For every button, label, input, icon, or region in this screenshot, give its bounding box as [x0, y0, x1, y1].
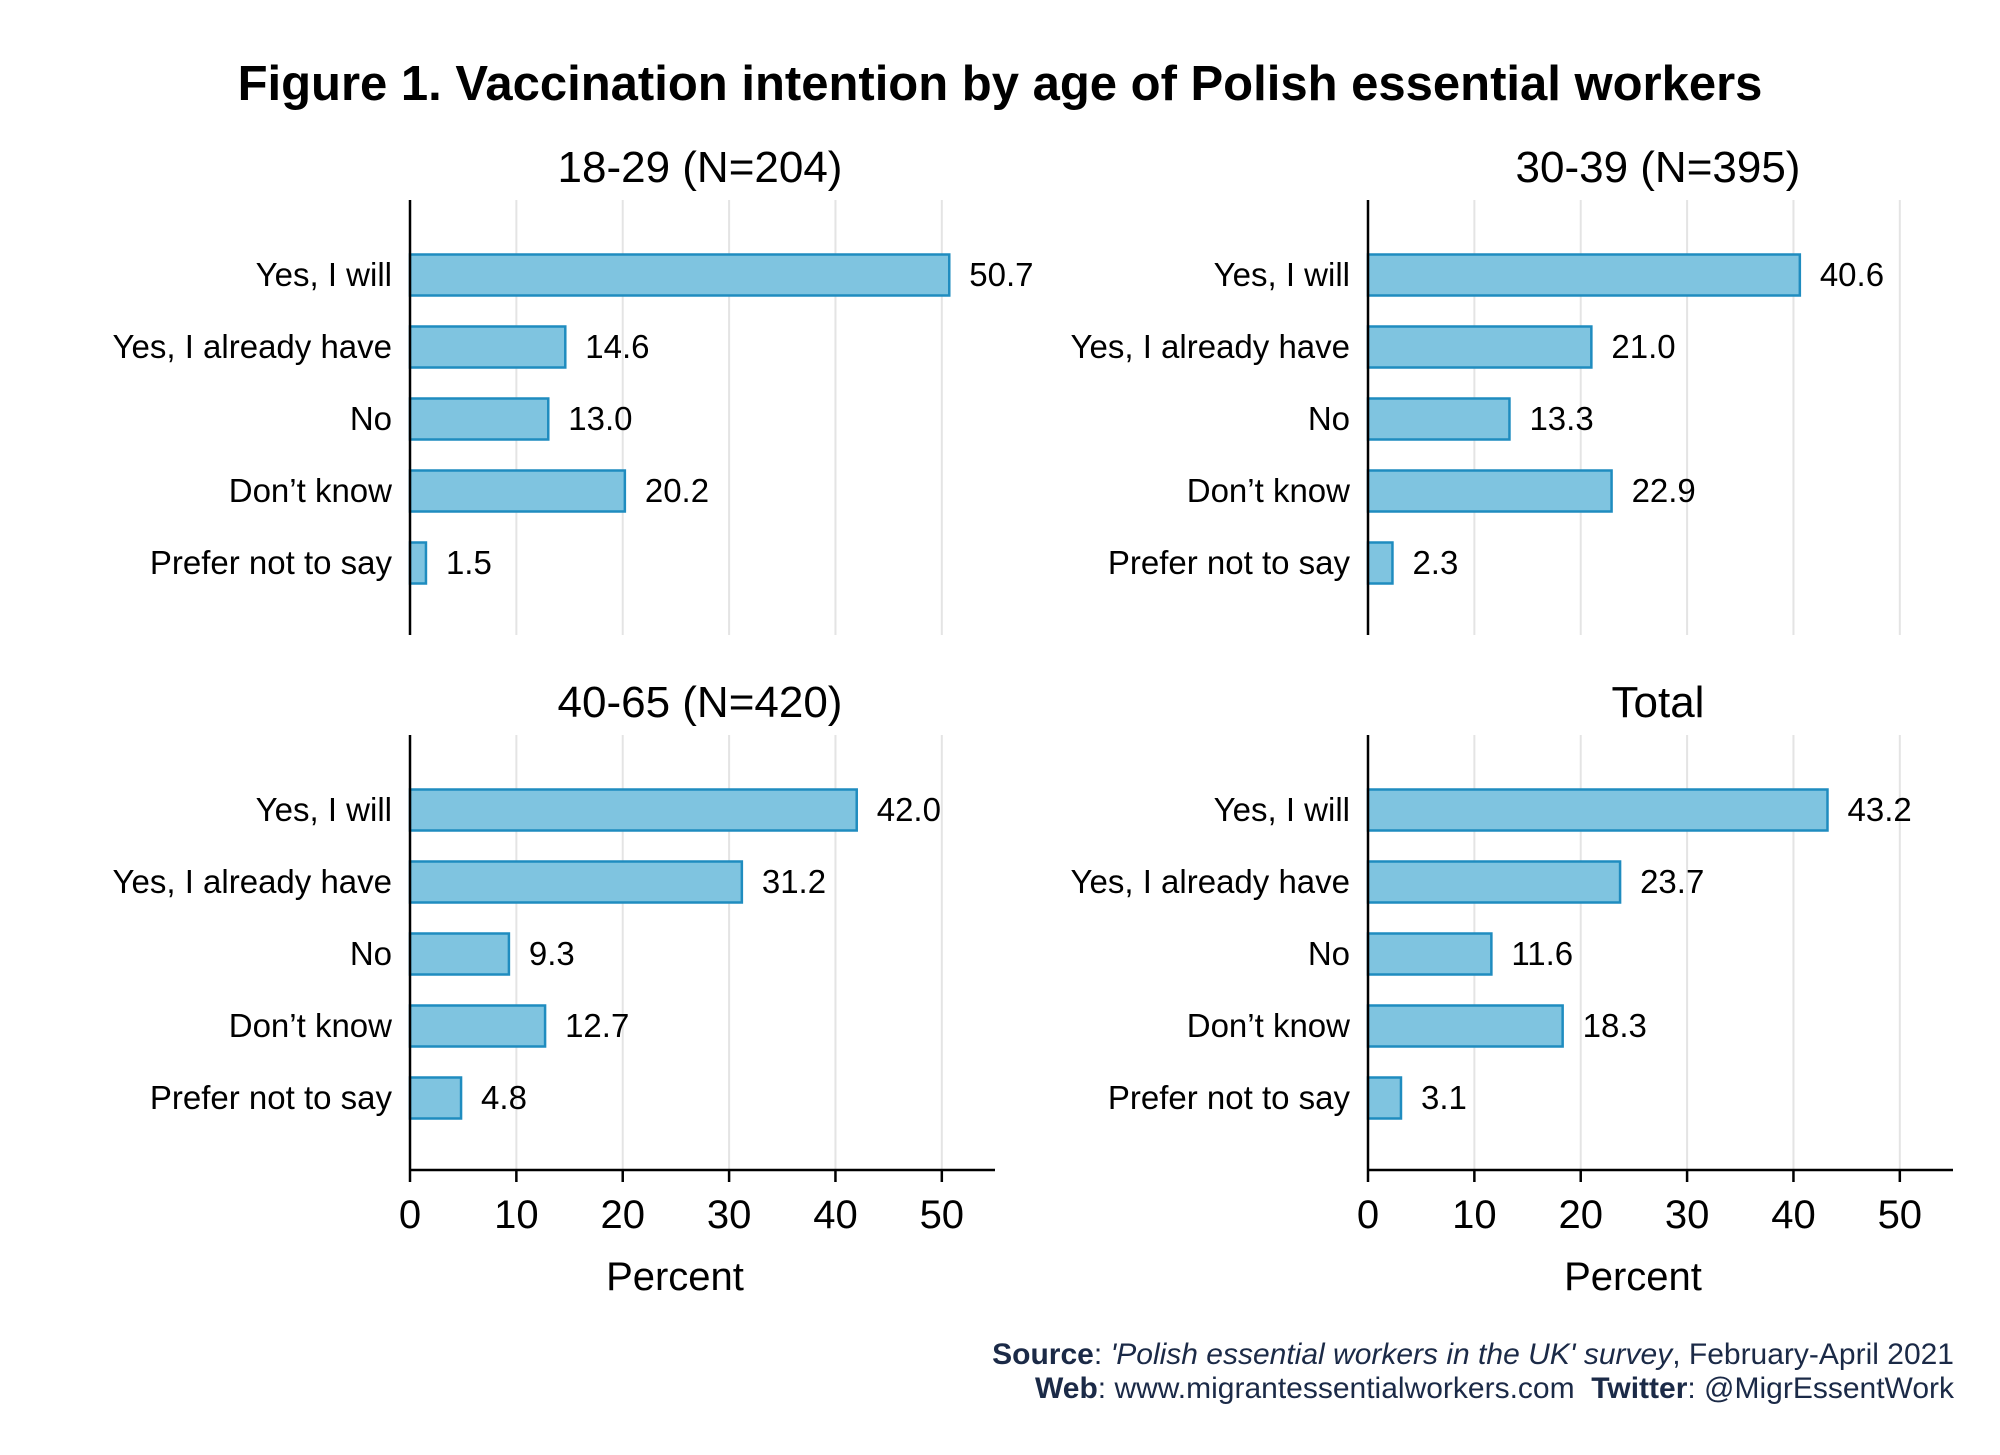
category-label: Don’t know [229, 1007, 392, 1044]
web-value: : www.migrantessentialworkers.com [1097, 1372, 1575, 1405]
data-label: 2.3 [1412, 544, 1458, 581]
data-label: 11.6 [1511, 935, 1573, 972]
bar [1366, 1076, 1403, 1120]
category-label: Yes, I will [256, 791, 392, 828]
x-tick-label: 20 [600, 1193, 645, 1237]
category-label: Yes, I already have [113, 863, 392, 900]
panel-title: 18-29 (N=204) [558, 143, 843, 192]
x-tick-label: 50 [920, 1193, 965, 1237]
bar [408, 469, 627, 513]
category-label: Yes, I will [256, 256, 392, 293]
bar [1366, 932, 1493, 976]
data-label: 21.0 [1611, 328, 1675, 365]
category-label: Yes, I already have [1071, 863, 1350, 900]
data-label: 23.7 [1640, 863, 1704, 900]
bar [408, 1076, 463, 1120]
category-label: Prefer not to say [150, 544, 393, 581]
footer-source-line: Source: 'Polish essential workers in the… [992, 1338, 1954, 1371]
data-label: 3.1 [1421, 1079, 1467, 1116]
panel-title: Total [1612, 678, 1705, 727]
x-tick-label: 10 [494, 1193, 539, 1237]
twitter-value: : @MigrEssentWork [1687, 1372, 1954, 1405]
source-title: 'Polish essential workers in the UK' sur… [1110, 1338, 1673, 1371]
bar [1366, 469, 1613, 513]
bar [408, 932, 511, 976]
data-label: 4.8 [481, 1079, 527, 1116]
chart-panel-2: 30-39 (N=395) Yes, I will 40.6 Yes, I alrea… [1071, 143, 1901, 635]
category-label: No [350, 935, 392, 972]
twitter-label: Twitter [1591, 1372, 1688, 1405]
x-tick-label: 0 [1357, 1193, 1379, 1237]
chart-panel-4: Total Yes, I will 43.2 Yes, I already have 2… [1071, 678, 1953, 1299]
x-tick-label: 40 [813, 1193, 858, 1237]
bar [408, 541, 428, 585]
category-label: Prefer not to say [1108, 544, 1351, 581]
bar [408, 788, 858, 832]
bar [1366, 253, 1802, 297]
x-axis-title: Percent [1564, 1255, 1702, 1299]
bar [408, 397, 550, 441]
bar [1366, 860, 1622, 904]
bar [408, 860, 744, 904]
panel-title: 40-65 (N=420) [558, 678, 843, 727]
category-label: Don’t know [229, 472, 392, 509]
bar [408, 253, 951, 297]
x-tick-label: 20 [1558, 1193, 1603, 1237]
bar [1366, 397, 1511, 441]
data-label: 13.0 [568, 400, 632, 437]
data-label: 50.7 [969, 256, 1033, 293]
category-label: No [1308, 935, 1350, 972]
category-label: No [350, 400, 392, 437]
source-label: Source [992, 1338, 1094, 1371]
data-label: 1.5 [446, 544, 492, 581]
data-label: 9.3 [529, 935, 575, 972]
bar [1366, 541, 1394, 585]
chart-panel-3: 40-65 (N=420) Yes, I will 42.0 Yes, I alrea… [113, 678, 995, 1299]
category-label: Yes, I will [1214, 791, 1350, 828]
footer-web-line: Web: www.migrantessentialworkers.com Twi… [992, 1372, 1954, 1406]
data-label: 12.7 [565, 1007, 629, 1044]
category-label: Yes, I already have [113, 328, 392, 365]
footer: Source: 'Polish essential workers in the… [992, 1338, 1954, 1406]
data-label: 43.2 [1847, 791, 1911, 828]
data-label: 22.9 [1632, 472, 1696, 509]
category-label: Prefer not to say [150, 1079, 393, 1116]
category-label: Yes, I already have [1071, 328, 1350, 365]
data-label: 18.3 [1583, 1007, 1647, 1044]
x-tick-label: 10 [1452, 1193, 1497, 1237]
figure-title: Figure 1. Vaccination intention by age o… [238, 57, 1763, 111]
category-label: Don’t know [1187, 1007, 1350, 1044]
x-tick-label: 0 [399, 1193, 421, 1237]
x-tick-label: 30 [1665, 1193, 1710, 1237]
data-label: 42.0 [877, 791, 941, 828]
bar [1366, 1004, 1564, 1048]
chart-panels: 18-29 (N=204) Yes, I will 50.7 Yes, I alrea… [113, 143, 1953, 1299]
x-tick-label: 40 [1771, 1193, 1816, 1237]
chart-panel-1: 18-29 (N=204) Yes, I will 50.7 Yes, I alrea… [113, 143, 1033, 635]
category-label: No [1308, 400, 1350, 437]
web-label: Web [1034, 1372, 1098, 1405]
bar [408, 325, 567, 369]
bar [1366, 788, 1829, 832]
x-axis-title: Percent [606, 1255, 744, 1299]
bar [408, 1004, 547, 1048]
category-label: Yes, I will [1214, 256, 1350, 293]
category-label: Don’t know [1187, 472, 1350, 509]
data-label: 40.6 [1820, 256, 1884, 293]
data-label: 31.2 [762, 863, 826, 900]
data-label: 14.6 [585, 328, 649, 365]
x-tick-label: 30 [707, 1193, 752, 1237]
bar [1366, 325, 1593, 369]
data-label: 20.2 [645, 472, 709, 509]
panel-title: 30-39 (N=395) [1516, 143, 1801, 192]
data-label: 13.3 [1529, 400, 1593, 437]
x-tick-label: 50 [1878, 1193, 1923, 1237]
source-date: , February-April 2021 [1672, 1338, 1954, 1371]
category-label: Prefer not to say [1108, 1079, 1351, 1116]
